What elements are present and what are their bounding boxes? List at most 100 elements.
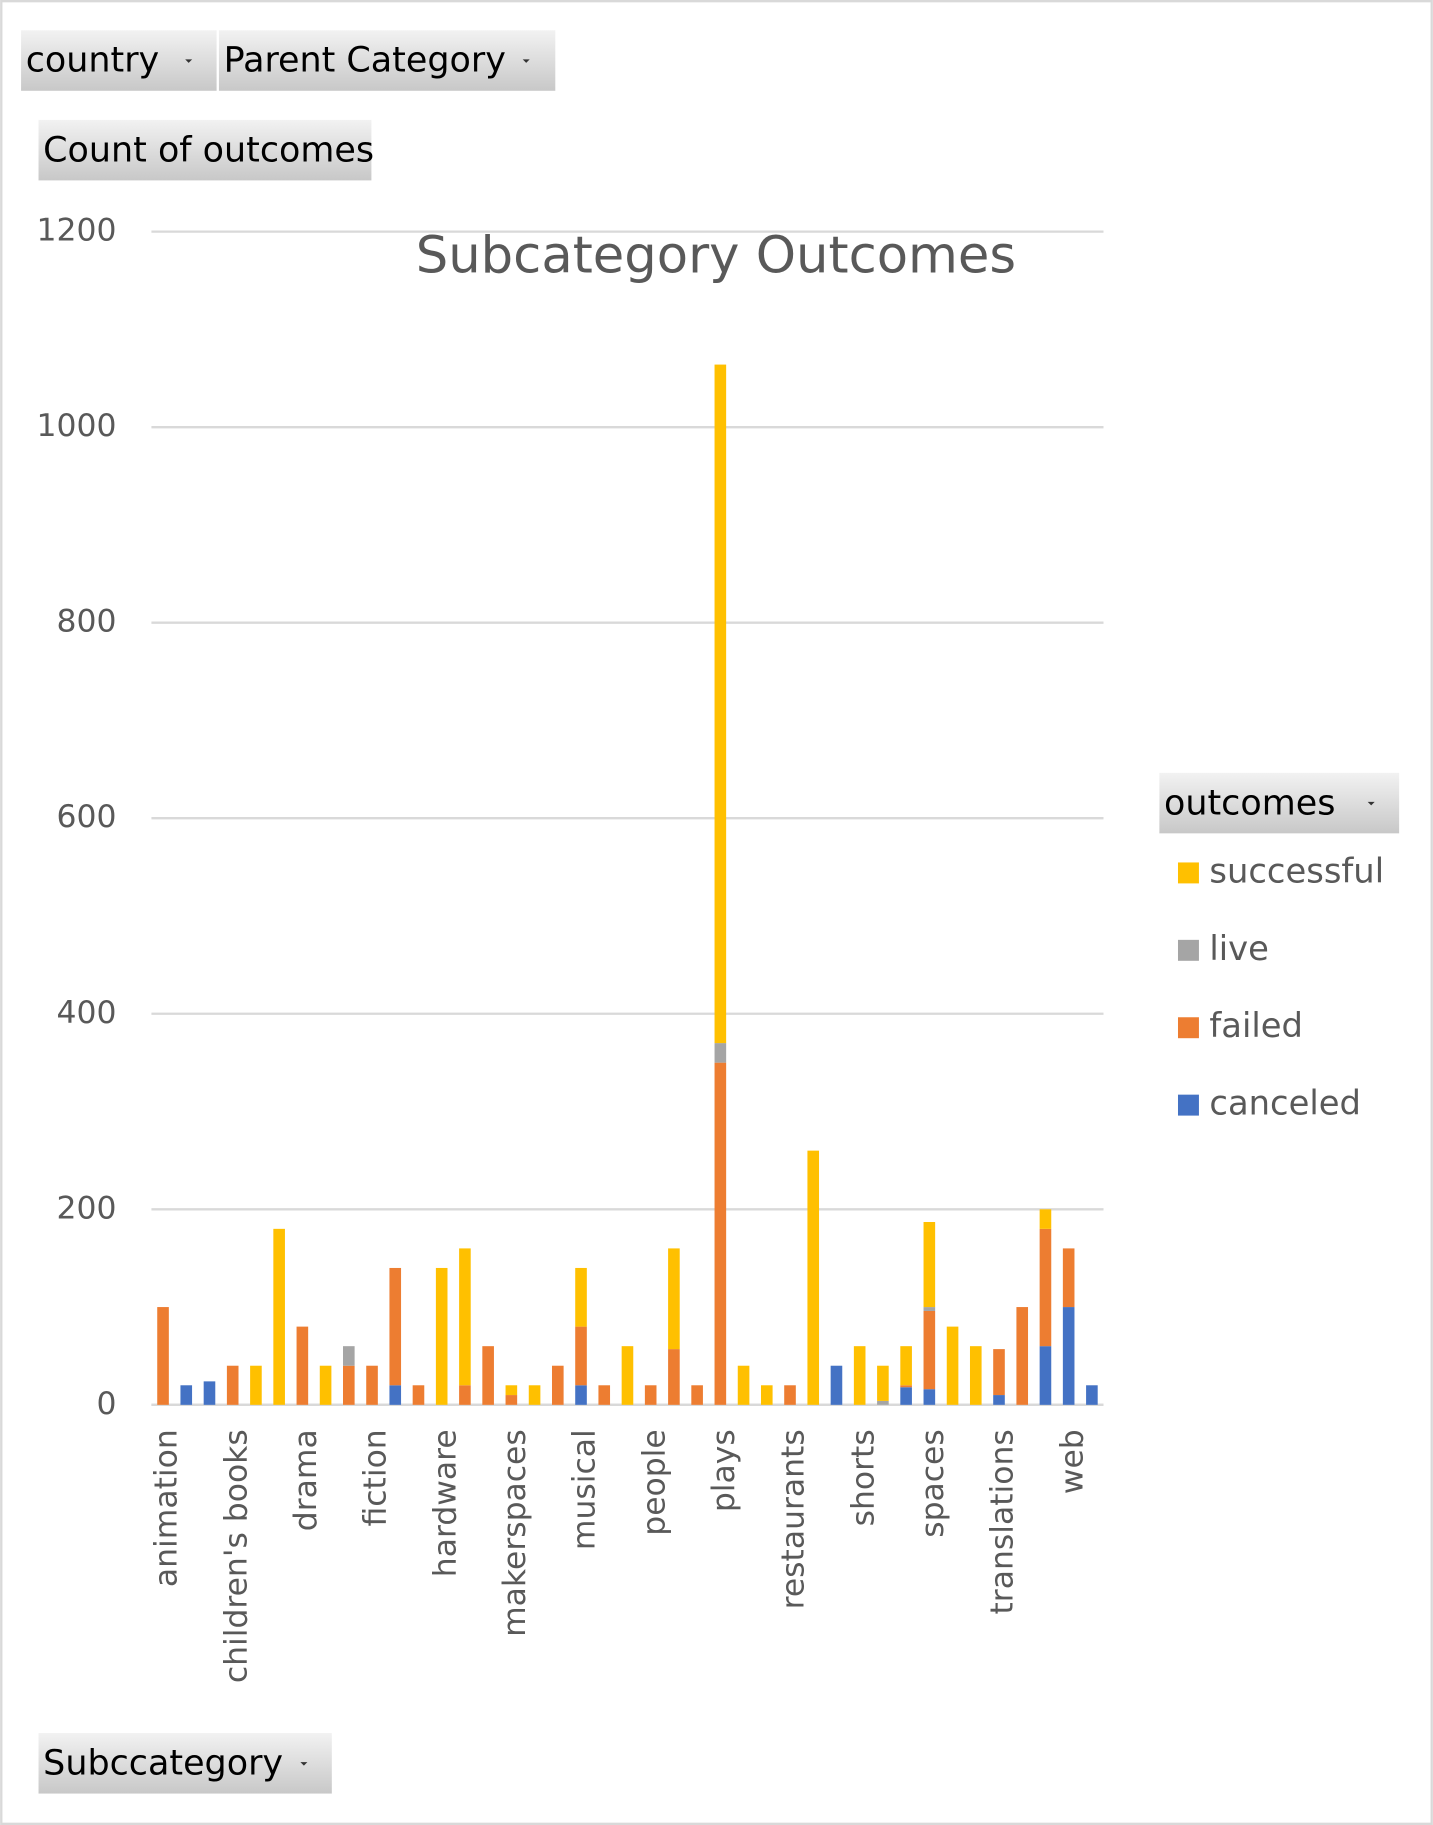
- bar-segment: [389, 1267, 402, 1386]
- y-tick-label: 1200: [37, 213, 117, 249]
- x-tick-label: plays: [706, 1429, 742, 1512]
- bar-segment: [180, 1385, 193, 1405]
- bar-segment: [157, 1307, 169, 1405]
- bar-segment: [784, 1385, 796, 1405]
- legend-label: failed: [1209, 1006, 1303, 1045]
- legend-swatch: [1177, 1094, 1199, 1116]
- bar-segment: [714, 1062, 727, 1405]
- y-tick-label: 1000: [37, 408, 117, 444]
- bar-segment: [668, 1248, 680, 1350]
- bar-segment: [366, 1365, 378, 1405]
- bar-segment: [807, 1150, 820, 1405]
- bar-segment: [900, 1346, 912, 1386]
- y-tick-label: 0: [97, 1386, 117, 1422]
- bar-segment: [273, 1228, 285, 1405]
- bar-segment: [319, 1365, 332, 1405]
- bar-segment: [877, 1365, 889, 1401]
- bar-segment: [969, 1346, 982, 1405]
- button-label: Count of outcomes: [43, 130, 374, 170]
- x-tick-label: hardware: [427, 1429, 463, 1577]
- bar-segment: [296, 1326, 309, 1405]
- bar-segment: [900, 1387, 912, 1405]
- x-tick-label: people: [636, 1429, 672, 1535]
- legend-label: successful: [1209, 851, 1384, 890]
- bar-segment: [760, 1385, 773, 1405]
- bar-segment: [435, 1267, 448, 1405]
- bar-segment: [459, 1248, 471, 1386]
- bar-segment: [1039, 1228, 1052, 1347]
- bar-segment: [459, 1385, 471, 1405]
- bar-segment: [505, 1395, 518, 1405]
- bar-segment: [830, 1365, 843, 1405]
- bar-segment: [226, 1365, 239, 1405]
- y-tick-label: 200: [57, 1190, 117, 1226]
- legend-swatch: [1177, 939, 1199, 961]
- bar-segment: [946, 1326, 959, 1405]
- bar-segment: [389, 1385, 402, 1405]
- bar-segment: [551, 1365, 564, 1405]
- y-tick-label: 400: [57, 995, 117, 1031]
- parent-category-filter[interactable]: Parent Category: [218, 30, 556, 91]
- plot-area: 0 200 400 600 800 1000 1200 animation children's…: [37, 213, 1385, 1684]
- bar-segment: [575, 1326, 587, 1386]
- bar-segment: [621, 1346, 634, 1405]
- bar-segment: [644, 1385, 657, 1405]
- bar-segment: [877, 1400, 889, 1405]
- bar-segment: [575, 1267, 587, 1327]
- bar-segment: [1039, 1209, 1052, 1229]
- bar-segment: [412, 1385, 425, 1405]
- y-tick-label: 600: [57, 799, 117, 835]
- bar-segment: [1086, 1385, 1098, 1405]
- x-tick-label: musical: [567, 1429, 603, 1550]
- bar-segment: [343, 1346, 355, 1366]
- y-tick-label: 800: [57, 604, 117, 640]
- bar-segment: [923, 1310, 936, 1390]
- button-label: country: [26, 41, 159, 81]
- legend-field[interactable]: outcomes: [1159, 772, 1400, 834]
- bar-segment: [923, 1307, 936, 1311]
- x-tick-label: web: [1054, 1429, 1090, 1494]
- values-field[interactable]: Count of outcomes: [38, 119, 375, 181]
- chart-title: Subcategory Outcomes: [416, 225, 1016, 285]
- bar-segment: [528, 1385, 541, 1405]
- bar-segment: [1062, 1307, 1075, 1405]
- legend-label: live: [1209, 929, 1269, 968]
- x-tick-label: animation: [149, 1429, 185, 1587]
- bar-segment: [691, 1385, 703, 1405]
- bar-segment: [598, 1385, 611, 1405]
- button-label: Subccategory: [43, 1743, 283, 1783]
- bar-segment: [1062, 1248, 1075, 1308]
- x-tick-label: spaces: [915, 1429, 951, 1538]
- bar-segment: [923, 1389, 936, 1405]
- country-filter[interactable]: country: [21, 30, 217, 91]
- bar-segment: [343, 1365, 355, 1405]
- bar-segment: [575, 1385, 587, 1405]
- bar-segment: [1039, 1346, 1052, 1405]
- button-label: outcomes: [1164, 783, 1335, 823]
- x-tick-label: makerspaces: [497, 1429, 533, 1637]
- legend-label: canceled: [1209, 1084, 1361, 1123]
- x-tick-label: restaurants: [776, 1429, 812, 1609]
- bar-segment: [993, 1349, 1005, 1396]
- bar-segment: [737, 1365, 750, 1405]
- x-tick-label: fiction: [358, 1429, 394, 1526]
- legend-swatch: [1177, 1017, 1199, 1039]
- x-tick-label: translations: [985, 1429, 1021, 1614]
- x-tick-label: shorts: [845, 1429, 881, 1526]
- x-tick-label: drama: [288, 1429, 324, 1531]
- x-tick-label: children's books: [218, 1429, 254, 1683]
- bar-segment: [1016, 1307, 1029, 1405]
- bar-segment: [714, 1043, 727, 1063]
- bar-segment: [505, 1385, 518, 1396]
- axis-field[interactable]: Subccategory: [38, 1733, 332, 1794]
- bar-segment: [203, 1381, 216, 1405]
- legend-swatch: [1177, 862, 1199, 884]
- bar-segment: [993, 1395, 1005, 1405]
- bar-segment: [853, 1346, 866, 1405]
- button-label: Parent Category: [224, 41, 506, 81]
- bar-segment: [900, 1385, 912, 1388]
- bar-segment: [668, 1349, 680, 1405]
- bar-segment: [923, 1222, 936, 1308]
- bar-segment: [250, 1365, 262, 1405]
